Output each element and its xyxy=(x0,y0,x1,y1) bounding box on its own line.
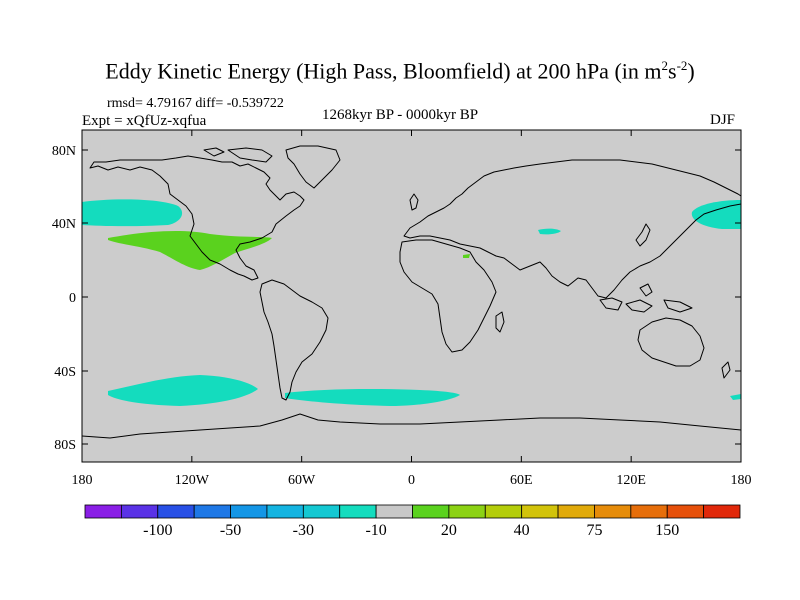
anomaly-patch-north-pacific-west xyxy=(82,199,183,227)
coastline-madagascar xyxy=(495,311,505,333)
colorbar-swatch xyxy=(448,504,486,519)
time-period-label: 1268kyr BP - 0000kyr BP xyxy=(322,107,479,123)
anomaly-shading xyxy=(82,199,741,406)
lat-label: 80S xyxy=(54,438,76,453)
colorbar-label: -10 xyxy=(365,522,386,539)
coastline-eurasia xyxy=(403,159,741,299)
lon-label: 60E xyxy=(510,473,533,488)
rmsd-diff-stats: rmsd= 4.79167 diff= -0.539722 xyxy=(107,96,284,111)
coastline-australia xyxy=(637,317,705,367)
colorbar-swatch xyxy=(594,504,632,519)
anomaly-patch-central-asia xyxy=(538,228,561,235)
experiment-label: Expt = xQfUz-xqfua xyxy=(82,113,207,129)
colorbar-swatch xyxy=(412,504,450,519)
anomaly-patch-south-pacific xyxy=(108,375,258,406)
colorbar-label: -30 xyxy=(293,522,314,539)
lon-label: 0 xyxy=(408,473,415,488)
chart-title: Eddy Kinetic Energy (High Pass, Bloomfie… xyxy=(105,58,695,84)
lat-label: 0 xyxy=(69,291,76,306)
anomaly-patch-north-pacific-east xyxy=(691,200,741,229)
colorbar-label: -100 xyxy=(143,522,172,539)
coastlines xyxy=(82,145,741,439)
lon-label: 120W xyxy=(175,473,210,488)
map-background xyxy=(82,130,741,462)
colorbar-swatch xyxy=(666,504,705,519)
colorbar-swatch xyxy=(230,504,268,519)
colorbar-swatch xyxy=(521,504,559,519)
colorbar-swatch xyxy=(157,504,195,519)
lon-label: 180 xyxy=(731,473,752,488)
colorbar-swatch xyxy=(302,504,341,519)
latitude-labels: 80N 40N 0 40S 80S xyxy=(52,144,76,453)
colorbar-label: 40 xyxy=(514,522,530,539)
colorbar-swatch xyxy=(703,504,741,519)
lat-label: 40N xyxy=(52,217,76,232)
colorbar-label: 75 xyxy=(586,522,602,539)
lon-label: 120E xyxy=(616,473,646,488)
colorbar-swatch xyxy=(266,504,304,519)
coastline-arctic-islands xyxy=(203,147,273,163)
colorbar xyxy=(84,504,741,519)
lat-label: 40S xyxy=(54,365,76,380)
lat-label: 80N xyxy=(52,144,76,159)
lon-label: 180 xyxy=(72,473,93,488)
colorbar-label: 150 xyxy=(655,522,679,539)
colorbar-label: -50 xyxy=(220,522,241,539)
coastline-antarctica xyxy=(82,413,741,439)
colorbar-labels: -100 -50 -30 -10 20 40 75 150 xyxy=(143,522,679,539)
colorbar-swatch xyxy=(339,504,377,519)
season-label: DJF xyxy=(710,112,736,128)
coastline-japan xyxy=(635,223,651,247)
longitude-labels: 180 120W 60W 0 60E 120E 180 xyxy=(72,473,752,488)
colorbar-swatch xyxy=(120,504,159,519)
coastline-africa xyxy=(399,239,497,353)
anomaly-patch-subtropical-pacific xyxy=(108,231,272,270)
colorbar-swatch xyxy=(375,504,413,519)
lon-label: 60W xyxy=(288,473,316,488)
axis-ticks xyxy=(81,130,742,462)
coastline-new-zealand xyxy=(721,361,731,379)
colorbar-swatch xyxy=(84,504,122,519)
colorbar-label: 20 xyxy=(441,522,457,539)
anomaly-patch-south-indian xyxy=(730,394,741,400)
coastline-greenland xyxy=(285,145,341,189)
anomaly-patch-north-africa xyxy=(463,254,470,258)
coastline-south-america xyxy=(259,279,329,401)
colorbar-swatch xyxy=(557,504,595,519)
colorbar-swatch xyxy=(484,504,523,519)
coastline-uk xyxy=(409,193,419,211)
colorbar-swatch xyxy=(193,504,231,519)
coastline-southeast-asia-islands xyxy=(599,283,693,313)
anomaly-patch-south-atlantic xyxy=(285,389,460,406)
colorbar-swatch xyxy=(630,504,668,519)
coastline-north-america xyxy=(89,155,305,281)
